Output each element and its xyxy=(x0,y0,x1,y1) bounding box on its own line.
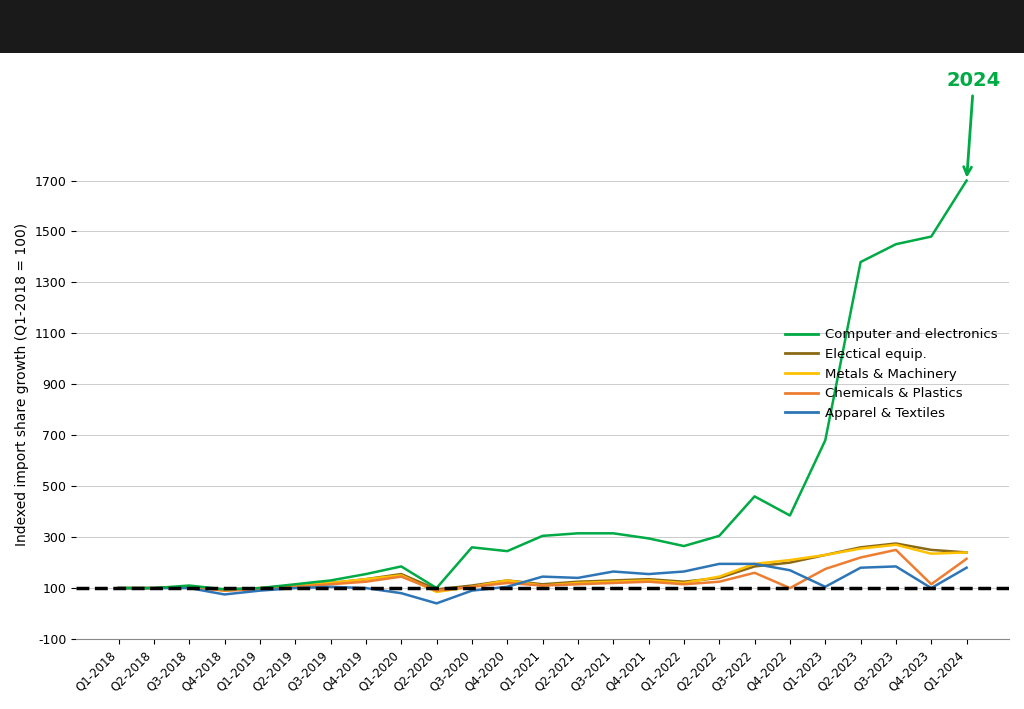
Y-axis label: Indexed import share growth (Q1-2018 = 100): Indexed import share growth (Q1-2018 = 1… xyxy=(15,223,29,546)
Legend: Computer and electronics, Electical equip., Metals & Machinery, Chemicals & Plas: Computer and electronics, Electical equi… xyxy=(779,323,1002,425)
Text: 2024: 2024 xyxy=(946,72,1000,174)
